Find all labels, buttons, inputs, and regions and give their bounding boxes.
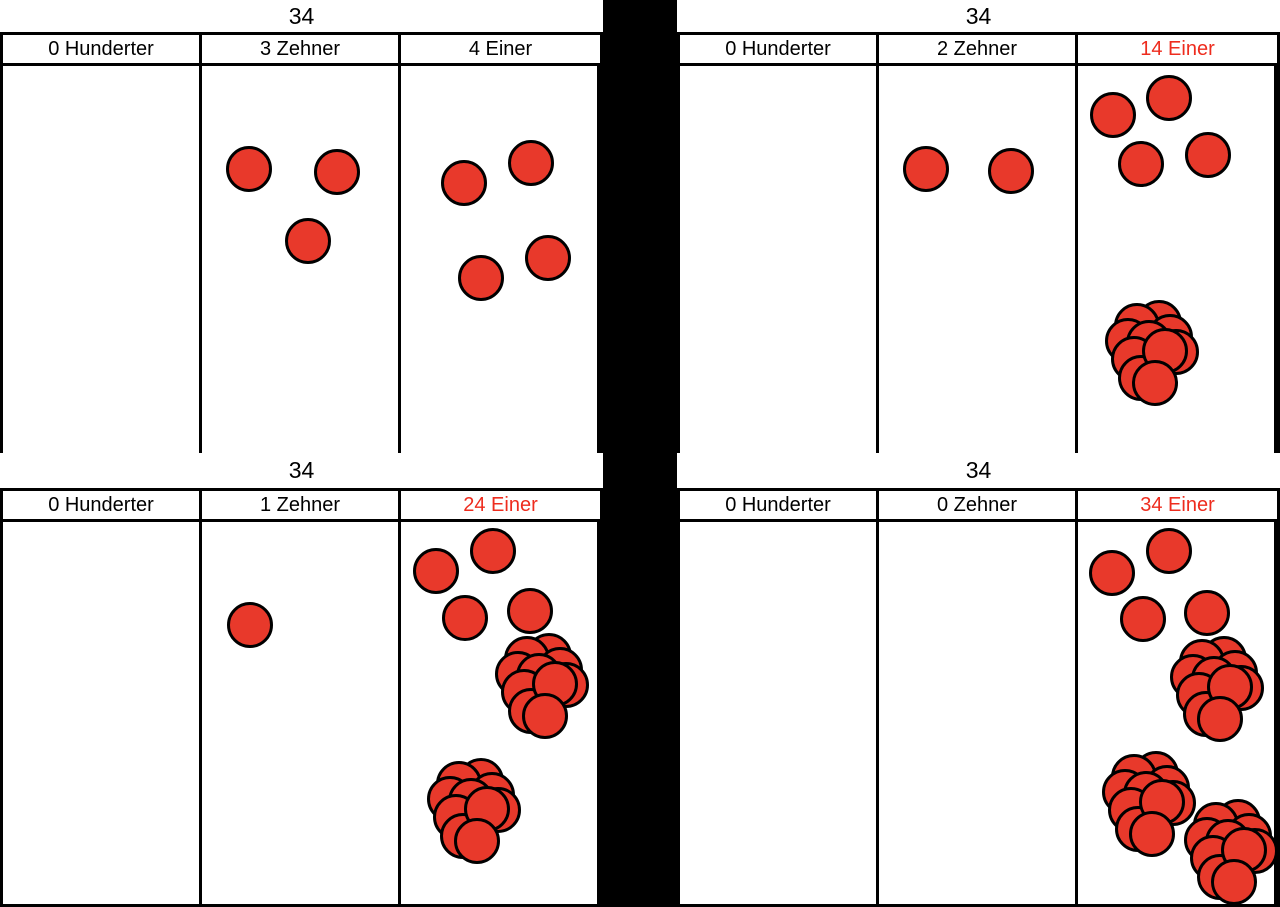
panel-1-zehner-24-einer: 34 0 Hunderter 1 Zehner 24 Einer [0,453,603,907]
counters-layer [1089,528,1277,904]
counter-dot [508,140,554,186]
body-column-zehner [879,522,1078,904]
body-column-einer [1078,522,1277,904]
counters-layer [227,528,589,864]
panel-title-number: 34 [965,2,992,29]
column-header-zehner: 3 Zehner [202,35,401,63]
counter-dot [1129,811,1175,857]
counter-cluster-of-10 [1105,300,1199,406]
header-row: 0 Hunderter 2 Zehner 14 Einer [680,35,1277,66]
place-value-table: 0 Hunderter 3 Zehner 4 Einer [0,32,603,453]
column-header-einer: 4 Einer [468,37,533,60]
counter-dot [525,235,571,281]
counter-dot [1184,590,1230,636]
column-header-hunderter: 0 Hunderter [680,35,879,63]
column-header-zehner: 2 Zehner [879,35,1078,63]
table-body [680,66,1277,453]
body-column-hunderter [3,66,202,453]
body-column-zehner [202,66,401,453]
counter-dot [413,548,459,594]
counters-layer [903,75,1231,406]
counter-cluster-of-10 [495,633,589,739]
header-row: 0 Hunderter 3 Zehner 4 Einer [3,35,600,66]
counter-dot [227,602,273,648]
body-column-einer [401,66,600,453]
counter-dot [903,146,949,192]
counter-dot [458,255,504,301]
counter-dot [314,149,360,195]
table-body [3,66,600,453]
body-column-zehner [202,522,401,904]
table-body [3,522,600,904]
counter-cluster-of-10 [1102,751,1196,857]
counter-cluster-of-10 [1170,636,1264,742]
column-header-hunderter: 0 Hunderter [3,35,202,63]
body-column-einer [1078,66,1277,453]
body-column-einer [401,522,600,904]
counter-dot [1090,92,1136,138]
counter-dot [522,693,568,739]
body-column-hunderter [3,522,202,904]
counters-layer [226,140,571,301]
header-row: 0 Hunderter 1 Zehner 24 Einer [3,491,600,522]
body-column-hunderter [680,66,879,453]
counter-dot [1118,141,1164,187]
counter-dot [454,818,500,864]
counter-dot [226,146,272,192]
panel-title-number: 34 [965,457,992,483]
counter-dot [442,595,488,641]
place-value-table: 0 Hunderter 2 Zehner 14 Einer [677,32,1280,453]
counter-dot [1211,859,1257,904]
column-header-zehner: 0 Zehner [879,491,1078,519]
counter-cluster-of-10 [427,758,521,864]
counter-dot [470,528,516,574]
column-header-einer: 14 Einer [1140,37,1215,60]
counter-cluster-of-10 [1184,799,1277,904]
counter-dot [1197,696,1243,742]
counter-dot [988,148,1034,194]
counter-dot [285,218,331,264]
place-value-table: 0 Hunderter 0 Zehner 34 Einer [677,488,1280,907]
counter-dot [441,160,487,206]
column-header-einer: 34 Einer [1140,493,1215,516]
column-header-hunderter: 0 Hunderter [3,491,202,519]
panel-title-number: 34 [288,457,315,483]
table-body [680,522,1277,904]
panel-3-zehner-4-einer: 34 0 Hunderter 3 Zehner 4 Einer [0,0,603,453]
counter-dot [507,588,553,634]
header-row: 0 Hunderter 0 Zehner 34 Einer [680,491,1277,522]
body-column-hunderter [680,522,879,904]
panel-2-zehner-14-einer: 34 0 Hunderter 2 Zehner 14 Einer [677,0,1280,453]
place-value-table: 0 Hunderter 1 Zehner 24 Einer [0,488,603,907]
counter-dot [1132,360,1178,406]
counter-dot [1146,75,1192,121]
counter-dot [1146,528,1192,574]
column-header-zehner: 1 Zehner [202,491,401,519]
center-divider [603,0,677,907]
column-header-hunderter: 0 Hunderter [680,491,879,519]
column-header-einer: 24 Einer [463,493,538,516]
counter-dot [1089,550,1135,596]
panel-title-number: 34 [288,2,315,29]
body-column-zehner [879,66,1078,453]
panel-0-zehner-34-einer: 34 0 Hunderter 0 Zehner 34 Einer [677,453,1280,907]
counter-dot [1185,132,1231,178]
counter-dot [1120,596,1166,642]
